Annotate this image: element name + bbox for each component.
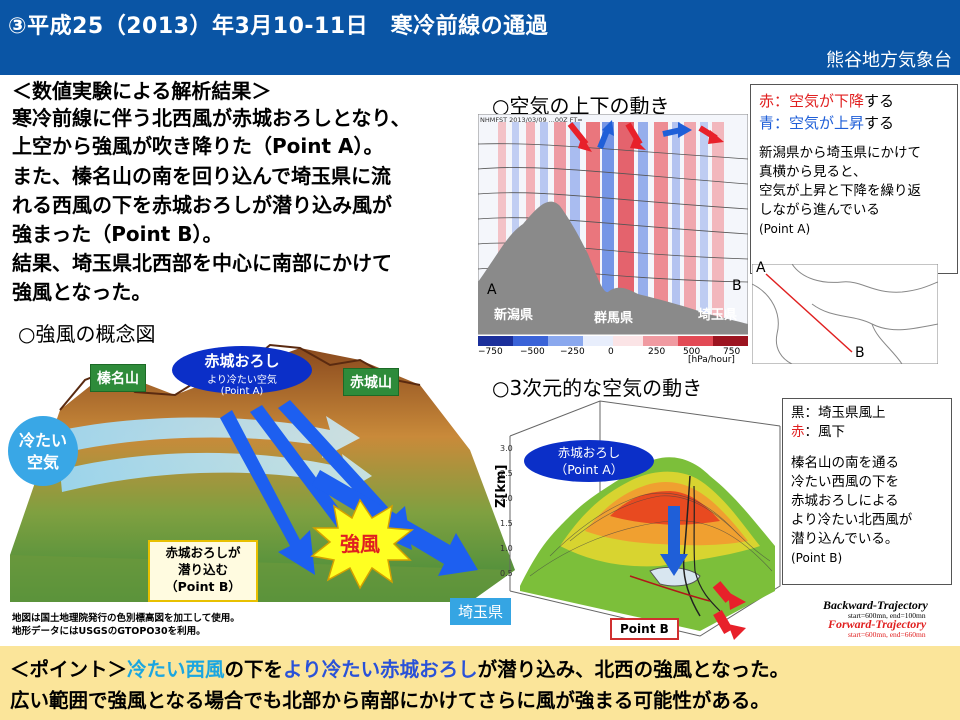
vertical-note-3: 空気が上昇と下降を繰り返 xyxy=(759,183,921,199)
cold-west-wind-arrow xyxy=(40,416,360,458)
scale-tick: 750 xyxy=(723,347,741,357)
credit-line-1: 地図は国土地理院発行の色別標高図を加工して使用。 xyxy=(12,613,240,624)
backward-trajectory-sub: start=600mn, end=100mn xyxy=(848,611,926,620)
sneak-callout: 赤城おろしが 潜り込む （Point B） xyxy=(148,540,258,602)
saitama-label: 埼玉県 xyxy=(450,598,512,625)
vertical-note-5: (Point A) xyxy=(759,222,811,236)
analysis-line-3: また、榛名山の南を回り込んで埼玉県に流 xyxy=(12,164,391,188)
three-d-note-3: 赤城おろしによる xyxy=(791,493,899,509)
trajectory-red xyxy=(629,575,711,602)
terrain-profile xyxy=(478,201,748,334)
legend-blue: 青：空気が上昇する xyxy=(759,114,895,132)
analysis-line-2: 上空から強風が吹き降りた（Point A）。 xyxy=(12,134,384,158)
downwind-arrow xyxy=(712,581,734,603)
legend-black: 黒：埼玉県風上 xyxy=(791,405,886,421)
akagi-3d-line-2: （Point A） xyxy=(554,462,624,477)
akagi-oroshi-sub: より冷たい空気 xyxy=(207,375,277,386)
cold-air-line-1: 冷たい xyxy=(18,431,67,450)
sneak-line-1: 赤城おろしが xyxy=(165,545,241,560)
analysis-heading: ＜数値実験による解析結果＞ xyxy=(12,79,272,103)
vertical-legend: 赤：空気が下降する 青：空気が上昇する 新潟県から埼玉県にかけて 真横から見ると… xyxy=(750,84,958,274)
scale-tick: 500 xyxy=(683,347,701,357)
scale-tick: −250 xyxy=(560,347,585,357)
section-line xyxy=(765,273,853,353)
scale-tick: 250 xyxy=(648,347,666,357)
point-line-2: 広い範囲で強風となる場合でも北部から南部にかけてさらに風が強まる可能性がある。 xyxy=(10,689,770,712)
three-d-note-6: (Point B) xyxy=(791,551,843,565)
legend-red: 赤：空気が下降する xyxy=(759,92,895,110)
three-d-note-2: 冷たい西風の下を xyxy=(791,474,899,490)
backward-trajectory-label: Backward-Trajectory xyxy=(823,598,928,612)
page-title: ③平成25（2013）年3月10-11日 寒冷前線の通過 xyxy=(8,14,549,39)
akagi-oroshi-bubble: 赤城おろし より冷たい空気 (Point A) xyxy=(172,346,312,397)
akagi-down-arrow xyxy=(668,506,680,556)
map-label-a: A xyxy=(756,260,766,276)
svg-text:3.0: 3.0 xyxy=(500,444,513,453)
strong-wind-burst xyxy=(310,498,414,590)
header-bar xyxy=(0,0,960,75)
forward-trajectory-label: Forward-Trajectory xyxy=(828,617,927,631)
svg-text:2.5: 2.5 xyxy=(500,469,513,478)
plot-saitama: 埼玉県 xyxy=(698,308,738,323)
akagi-oroshi-arrow xyxy=(220,410,315,575)
concept-diagram xyxy=(10,343,515,602)
point-b-label: Point B xyxy=(610,618,679,640)
scale-tick: −750 xyxy=(478,347,503,357)
legend-red-3d: 赤：風下 xyxy=(791,424,845,440)
point-band xyxy=(0,646,960,720)
cold-air-bubble: 冷たい 空気 xyxy=(8,416,78,486)
analysis-line-4: れる西風の下を赤城おろしが潜り込み風が xyxy=(12,193,392,217)
plot-label-b: B xyxy=(732,278,742,294)
akagi-3d-bubble: 赤城おろし （Point A） xyxy=(524,440,654,482)
plot-gunma: 群馬県 xyxy=(594,311,634,326)
analysis-line-1: 寒冷前線に伴う北西風が赤城おろしとなり、 xyxy=(12,106,411,130)
scale-unit: [hPa/hour] xyxy=(688,355,735,365)
three-d-note-4: より冷たい北西風が xyxy=(791,512,913,528)
sneak-line-2: 潜り込む xyxy=(177,562,228,577)
vertical-note-1: 新潟県から埼玉県にかけて xyxy=(759,145,921,161)
sneak-line-3: （Point B） xyxy=(165,579,241,594)
vertical-motion-plot xyxy=(478,114,748,346)
three-d-legend: 黒：埼玉県風上 赤：風下 榛名山の南を通る 冷たい西風の下を 赤城おろしによる … xyxy=(782,398,952,585)
scale-tick: −500 xyxy=(520,347,545,357)
three-d-plot: 3.0 2.5 2.0 1.5 1.0 0.5 xyxy=(500,400,781,640)
office-name: 熊谷地方気象台 xyxy=(826,50,952,71)
svg-text:0.5: 0.5 xyxy=(500,569,513,578)
vertical-note-4: しながら進んでいる xyxy=(759,202,880,218)
svg-text:1.5: 1.5 xyxy=(500,519,513,528)
analysis-line-6: 結果、埼玉県北西部を中心に南部にかけて xyxy=(12,251,392,275)
plot-label-a: A xyxy=(487,282,497,298)
cross-section-map xyxy=(752,264,938,364)
point-line-1: ＜ポイント＞冷たい西風の下をより冷たい赤城おろしが潜り込み、北西の強風となった。 xyxy=(10,658,790,681)
concept-title: ○強風の概念図 xyxy=(18,322,156,346)
map-credit: 地図は国土地理院発行の色別標高図を加工して使用。 地形データにはUSGSのGTO… xyxy=(12,612,240,638)
haruna-label: 榛名山 xyxy=(90,364,146,392)
forward-trajectory-sub: start=600mn, end=660mn xyxy=(848,630,926,639)
cold-air-line-2: 空気 xyxy=(26,453,59,472)
analysis-line-7: 強風となった。 xyxy=(12,280,152,304)
analysis-line-5: 強まった（Point B）。 xyxy=(12,222,223,246)
akagi-oroshi-point: (Point A) xyxy=(220,386,264,397)
plot-niigata: 新潟県 xyxy=(494,308,534,323)
akagi-oroshi-title: 赤城おろし xyxy=(204,352,280,370)
scale-tick: 0 xyxy=(608,347,614,357)
credit-line-2: 地形データにはUSGSのGTOPO30を利用。 xyxy=(12,626,206,637)
svg-text:1.0: 1.0 xyxy=(500,544,513,553)
svg-text:2.0: 2.0 xyxy=(500,494,513,503)
map-label-b: B xyxy=(855,345,865,361)
strong-wind-label: 強風 xyxy=(340,532,380,556)
vertical-note-2: 真横から見ると、 xyxy=(759,164,867,180)
akagi-label: 赤城山 xyxy=(343,368,399,396)
z-axis-label: Z[km] xyxy=(494,464,509,508)
three-d-title: ○3次元的な空気の動き xyxy=(492,376,703,400)
three-d-note-1: 榛名山の南を通る xyxy=(791,455,899,471)
three-d-note-5: 潜り込んでいる。 xyxy=(791,531,899,547)
plot-header: NHMFST 2013/03/09 ...00Z FT= xyxy=(480,116,583,124)
akagi-3d-line-1: 赤城おろし xyxy=(557,445,621,460)
